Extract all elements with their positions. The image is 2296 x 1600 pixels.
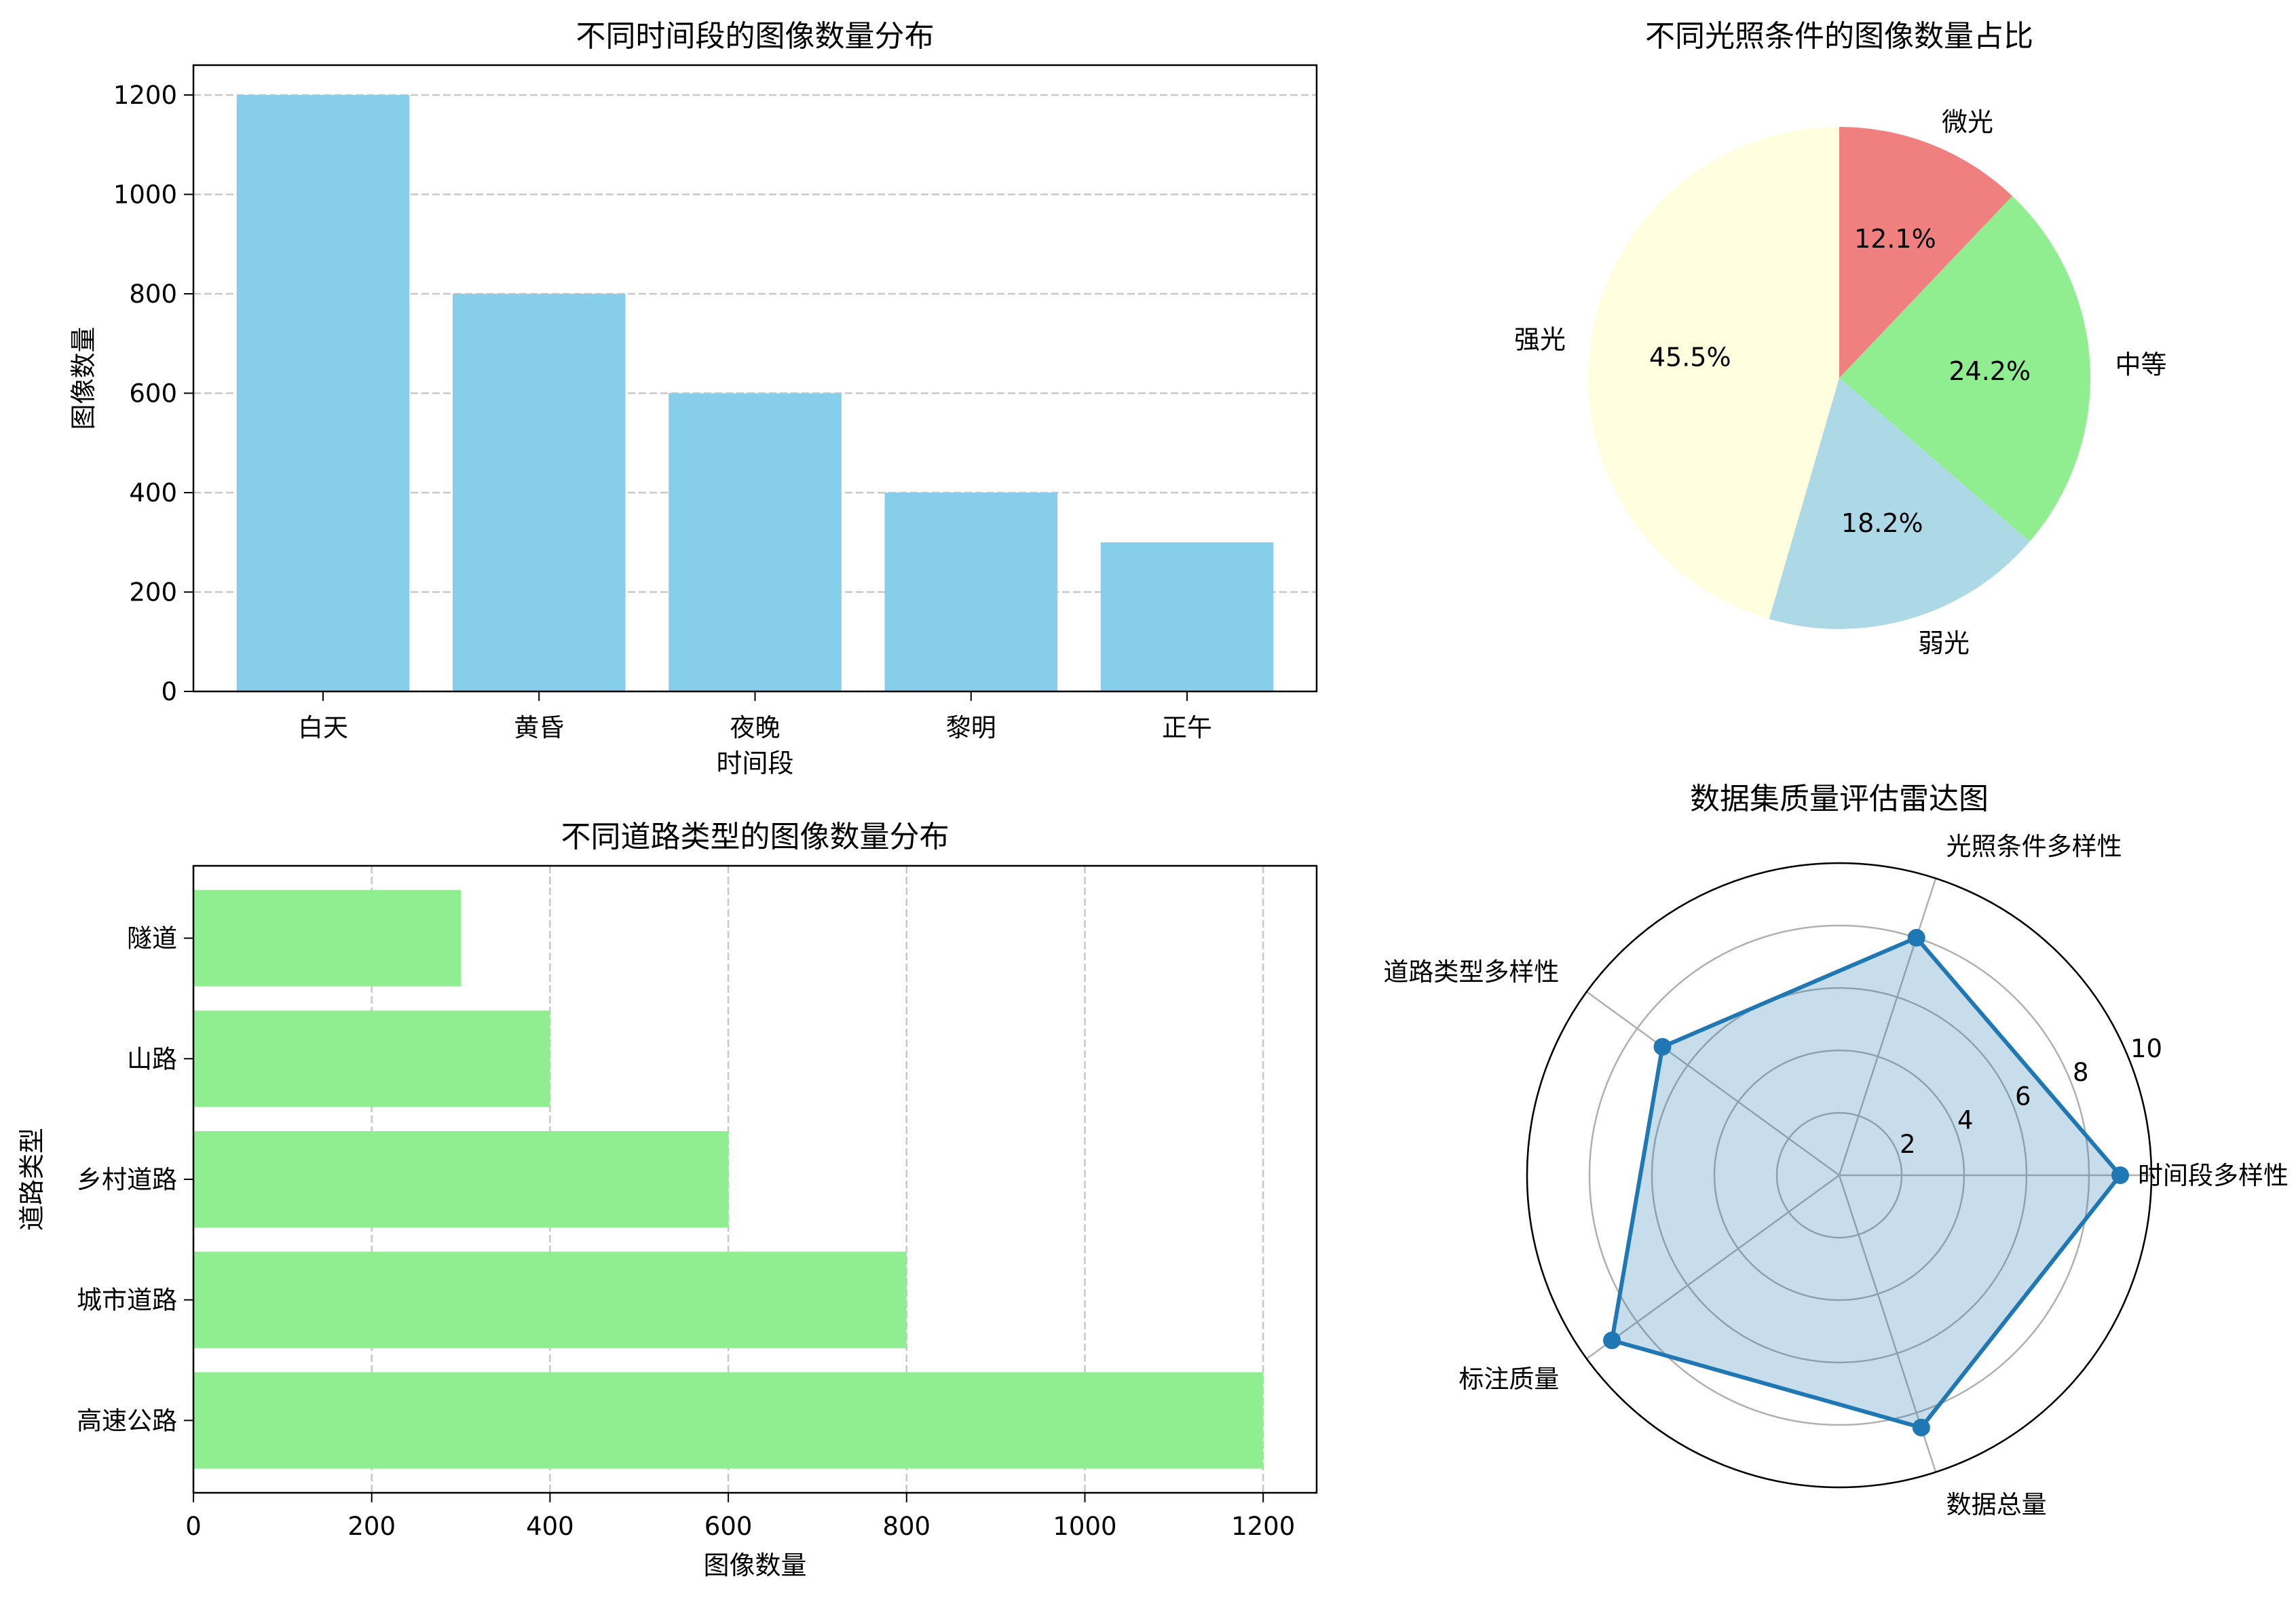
y-axis-label: 图像数量	[69, 326, 98, 430]
angular-gridline	[1586, 1174, 1840, 1360]
pie-label: 强光	[1514, 325, 1566, 355]
radar-point	[1907, 929, 1925, 947]
category-label: 时间段多样性	[2138, 1161, 2289, 1190]
bar	[193, 1130, 729, 1228]
y-tick-label: 城市道路	[77, 1286, 177, 1315]
bar	[1100, 542, 1274, 691]
radar-point	[1912, 1418, 1930, 1436]
y-axis-label: 道路类型	[17, 1128, 47, 1231]
y-tick-label: 800	[129, 280, 177, 309]
x-tick-label: 白天	[298, 713, 348, 742]
radar-point	[2111, 1166, 2129, 1184]
chart-title: 不同道路类型的图像数量分布	[561, 820, 949, 854]
radial-tick-label: 6	[2015, 1082, 2031, 1111]
radar-point	[1653, 1037, 1672, 1056]
category-label: 道路类型多样性	[1383, 957, 1559, 987]
y-tick-label: 0	[161, 677, 177, 706]
y-tick-label: 600	[129, 379, 177, 408]
angular-gridline	[1586, 991, 1840, 1177]
bar	[193, 1010, 550, 1107]
radar-fill	[1612, 938, 2120, 1428]
plot-frame	[192, 64, 1318, 693]
plot-frame	[192, 864, 1318, 1494]
x-axis-label: 图像数量	[703, 1550, 806, 1580]
x-tick-label: 200	[347, 1512, 396, 1541]
polar-frame	[1526, 862, 2153, 1489]
pie-percent-label: 18.2%	[1841, 508, 1923, 538]
angular-gridline	[1838, 878, 1937, 1176]
radial-tick-label: 4	[1957, 1106, 1974, 1135]
radar-line	[1610, 936, 2122, 1430]
time-period-bar-chart: 0 200 400 600 800 1000 1200 白天 黄昏 夜晚 黎明 正午 不同时间段的图像数…	[69, 19, 1318, 778]
bar	[193, 1251, 907, 1348]
x-tick-label: 黄昏	[514, 713, 564, 742]
bar	[193, 1372, 1264, 1469]
pie-percent-label: 12.1%	[1854, 224, 1936, 254]
x-tick-label: 0	[185, 1512, 202, 1541]
bar	[884, 492, 1058, 691]
pie-percent-label: 24.2%	[1949, 356, 2031, 386]
x-tick-label: 1200	[1231, 1512, 1295, 1541]
radar-point	[1603, 1331, 1621, 1350]
road-type-bar-chart: 高速公路 城市道路 乡村道路 山路 隧道 0 200 400 600 800 1000 1200 不同道…	[17, 820, 1318, 1580]
x-tick-label: 正午	[1162, 713, 1212, 742]
radial-tick-label: 10	[2130, 1034, 2162, 1063]
x-tick-label: 800	[882, 1512, 930, 1541]
bar	[236, 94, 410, 691]
y-tick-label: 乡村道路	[77, 1165, 177, 1194]
y-tick-label: 高速公路	[77, 1406, 177, 1435]
radial-tick-label: 8	[2073, 1058, 2089, 1087]
chart-title: 数据集质量评估雷达图	[1690, 782, 1989, 816]
pie-slice	[1839, 127, 2012, 378]
y-tick-label: 山路	[127, 1044, 177, 1073]
chart-title: 不同光照条件的图像数量占比	[1645, 19, 2033, 54]
pie-slice	[1587, 127, 1839, 620]
y-tick-label: 200	[129, 577, 177, 607]
x-tick-label: 600	[704, 1512, 753, 1541]
x-tick-label: 黎明	[946, 713, 996, 742]
pie-label: 微光	[1942, 107, 1993, 137]
pie-label: 弱光	[1918, 628, 1970, 658]
x-tick-label: 400	[526, 1512, 574, 1541]
category-label: 数据总量	[1946, 1490, 2047, 1519]
x-axis-label: 时间段	[716, 748, 793, 778]
pie-slice	[1839, 195, 2091, 542]
category-label: 光照条件多样性	[1946, 832, 2122, 861]
lighting-pie-chart: 强光 45.5% 弱光 18.2% 中等 24.2% 微光 12.1% 不同光照条件的图像数量占…	[1514, 19, 2166, 658]
y-tick-label: 隧道	[127, 924, 177, 953]
bar	[669, 393, 842, 691]
x-tick-label: 夜晚	[730, 713, 780, 742]
pie-percent-label: 45.5%	[1649, 343, 1731, 373]
y-tick-label: 400	[129, 478, 177, 508]
y-tick-label: 1200	[113, 81, 177, 110]
chart-title: 不同时间段的图像数量分布	[576, 19, 935, 54]
x-tick-label: 1000	[1053, 1512, 1116, 1541]
category-label: 标注质量	[1458, 1365, 1559, 1394]
radial-tick-label: 2	[1900, 1130, 1916, 1159]
bar	[452, 293, 626, 691]
pie-slice	[1769, 378, 2030, 630]
pie-label: 中等	[2115, 350, 2166, 380]
bar	[193, 890, 462, 987]
y-tick-label: 1000	[113, 180, 177, 209]
